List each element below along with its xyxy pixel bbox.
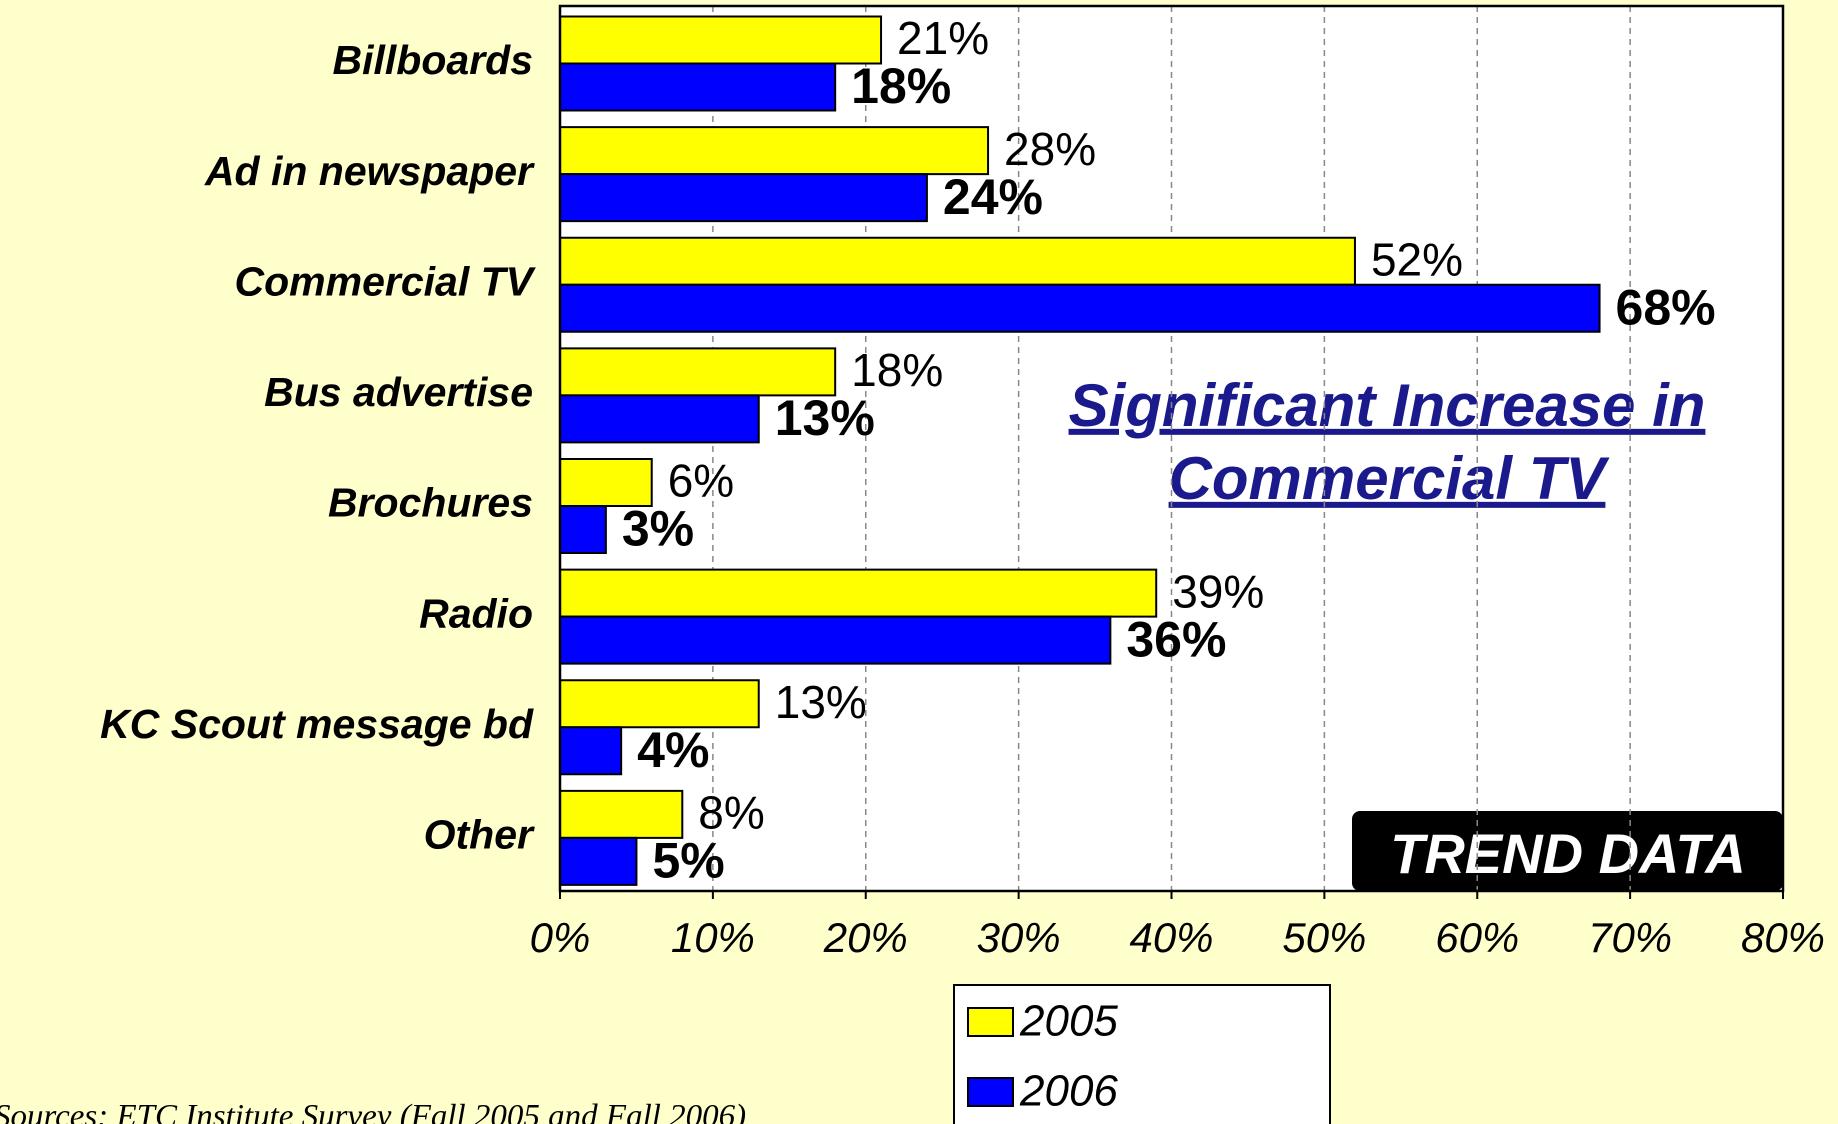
badge: TREND DATA [1390, 822, 1746, 885]
y-tick-label: Ad in newspaper [204, 148, 535, 194]
value-label: 18% [851, 344, 943, 396]
legend-swatch [967, 1077, 1014, 1107]
x-tick-label: 80% [1741, 914, 1825, 961]
value-label: 5% [652, 833, 724, 889]
annotation: Significant Increase in [1069, 372, 1706, 439]
bar [559, 726, 623, 776]
annotation: Commercial TV [1169, 445, 1611, 512]
value-label: 13% [775, 676, 867, 728]
bar [559, 283, 1601, 333]
badge-box [1352, 811, 1783, 891]
value-label: 8% [698, 787, 764, 839]
bar [559, 615, 1112, 665]
y-tick-label: Bus advertise [264, 369, 533, 415]
value-label: 28% [1004, 123, 1096, 175]
value-label: 6% [668, 455, 734, 507]
bar [559, 505, 607, 554]
x-tick-label: 0% [530, 914, 591, 961]
value-label: 21% [897, 12, 989, 64]
bar [559, 126, 990, 176]
value-label: 24% [943, 169, 1043, 225]
x-tick-label: 70% [1588, 914, 1672, 961]
x-tick-label: 20% [823, 914, 908, 961]
bar [559, 173, 928, 223]
bar [559, 458, 653, 507]
legend-swatch [967, 1007, 1014, 1037]
legend-box [953, 984, 1331, 1124]
bar [559, 394, 760, 444]
x-tick-label: 10% [671, 914, 755, 961]
y-tick-label: KC Scout message bd [100, 701, 534, 747]
value-label: 13% [775, 390, 875, 446]
value-label: 4% [637, 722, 709, 778]
bar [559, 568, 1158, 618]
bar [559, 236, 1356, 286]
y-tick-label: Brochures [328, 480, 533, 526]
y-tick-label: Radio [419, 590, 533, 636]
y-tick-label: Other [424, 812, 535, 858]
plot-border [558, 4, 1785, 893]
bar [559, 347, 837, 397]
bar [559, 789, 684, 839]
y-tick-label: Billboards [333, 37, 533, 83]
y-tick-label: Commercial TV [235, 258, 537, 304]
bar [559, 679, 760, 729]
value-label: 52% [1371, 233, 1463, 285]
bar [559, 62, 837, 112]
value-label: 3% [622, 501, 694, 557]
legend-label: 2006 [1019, 1067, 1118, 1116]
source: Sources: ETC Institute Survey (Fall 2005… [0, 1099, 746, 1124]
legend-label: 2005 [1019, 997, 1118, 1046]
bar [559, 15, 883, 65]
x-tick-label: 60% [1435, 914, 1519, 961]
value-label: 68% [1616, 279, 1716, 335]
x-tick-label: 30% [977, 914, 1061, 961]
value-label: 18% [851, 58, 951, 114]
x-tick-label: 40% [1129, 914, 1213, 961]
x-tick-label: 50% [1282, 914, 1366, 961]
bar [559, 836, 638, 886]
value-label: 39% [1172, 565, 1264, 617]
value-label: 36% [1126, 611, 1226, 667]
